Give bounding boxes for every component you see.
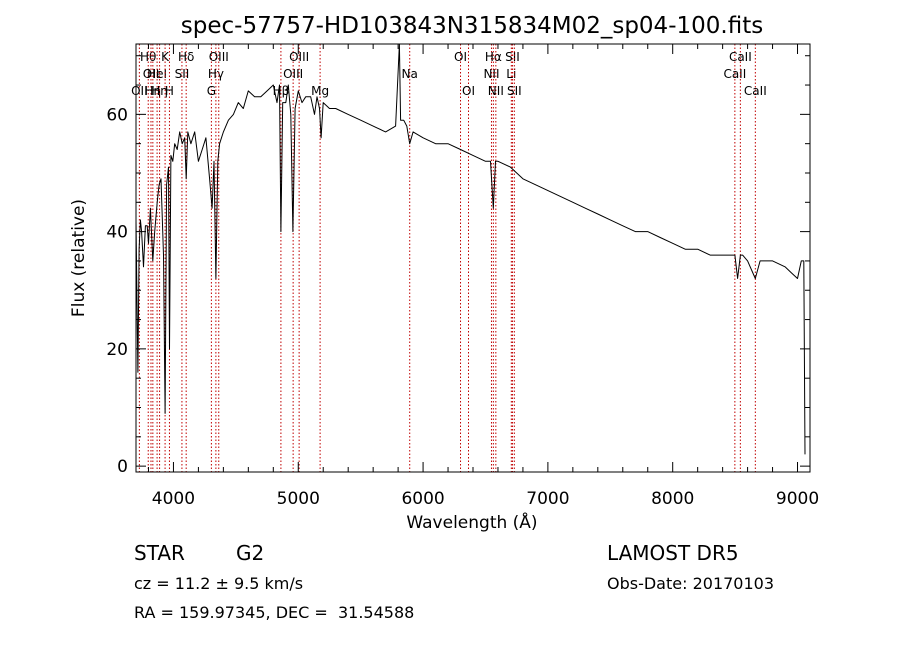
marker-label-1: Hθ <box>140 50 156 64</box>
marker-label-9: Hδ <box>178 50 194 64</box>
marker-label-24: SII <box>505 50 520 64</box>
marker-label-23: Li <box>506 67 516 81</box>
marker-label-15: OIII <box>289 50 309 64</box>
marker-label-13: Hβ <box>273 84 290 98</box>
spectrum-series <box>135 43 806 455</box>
marker-label-8: SII <box>175 67 190 81</box>
observation-date: Obs-Date: 20170103 <box>607 574 775 593</box>
y-tick-label-2: 40 <box>106 223 128 243</box>
marker-label-4: HeI <box>147 67 167 81</box>
marker-label-16: Mg <box>311 84 329 98</box>
redshift-info: cz = 11.2 ± 9.5 km/s <box>134 574 304 593</box>
marker-label-11: Hγ <box>208 67 224 81</box>
plot-frame <box>135 43 811 473</box>
marker-label-19: OI <box>462 84 475 98</box>
marker-label-21: Hα <box>485 50 502 64</box>
x-axis-title: Wavelength (Å) <box>406 511 537 533</box>
y-tick-label-0: 0 <box>117 457 128 477</box>
marker-label-12: OIII <box>209 50 229 64</box>
object-subclass: G2 <box>236 541 265 565</box>
marker-label-27: CaII <box>729 50 752 64</box>
marker-label-17: Na <box>402 67 418 81</box>
x-tick-label-1: 5000 <box>277 489 320 509</box>
y-axis-title: Flux (relative) <box>69 199 89 317</box>
chart-title: spec-57757-HD103843N315834M02_sp04-100.f… <box>181 13 763 39</box>
object-class: STAR <box>134 541 185 565</box>
marker-label-18: OI <box>454 50 467 64</box>
marker-label-22: NII <box>488 84 504 98</box>
x-tick-label-4: 8000 <box>651 489 694 509</box>
marker-label-10: G <box>207 84 216 98</box>
marker-label-0: OII <box>131 84 148 98</box>
x-tick-label-2: 6000 <box>401 489 444 509</box>
marker-label-14: OIII <box>283 67 303 81</box>
survey-name: LAMOST DR5 <box>607 541 739 565</box>
marker-label-5: Hη <box>151 84 168 98</box>
coordinates: RA = 159.97345, DEC = 31.54588 <box>134 603 415 622</box>
axis-ticks: 4000 5000 6000 7000 8000 9000 0 20 40 60 <box>106 44 819 509</box>
y-tick-label-3: 60 <box>106 105 128 125</box>
marker-label-6: K <box>161 50 170 64</box>
marker-label-28: CaII <box>744 84 767 98</box>
spectral-line-markers: OIIHθOIIHηHeIHηKHSIIHδGHγOIIIHβOIIIOIIIM… <box>131 44 767 472</box>
x-tick-label-0: 4000 <box>152 489 195 509</box>
marker-label-7: H <box>165 84 174 98</box>
marker-label-26: CaII <box>723 67 746 81</box>
x-tick-label-5: 9000 <box>776 489 819 509</box>
spectrum-line <box>135 43 806 455</box>
marker-label-20: NII <box>483 67 499 81</box>
x-tick-label-3: 7000 <box>526 489 569 509</box>
marker-label-2: OII <box>143 67 160 81</box>
y-tick-label-1: 20 <box>106 340 128 360</box>
marker-label-25: SII <box>507 84 522 98</box>
